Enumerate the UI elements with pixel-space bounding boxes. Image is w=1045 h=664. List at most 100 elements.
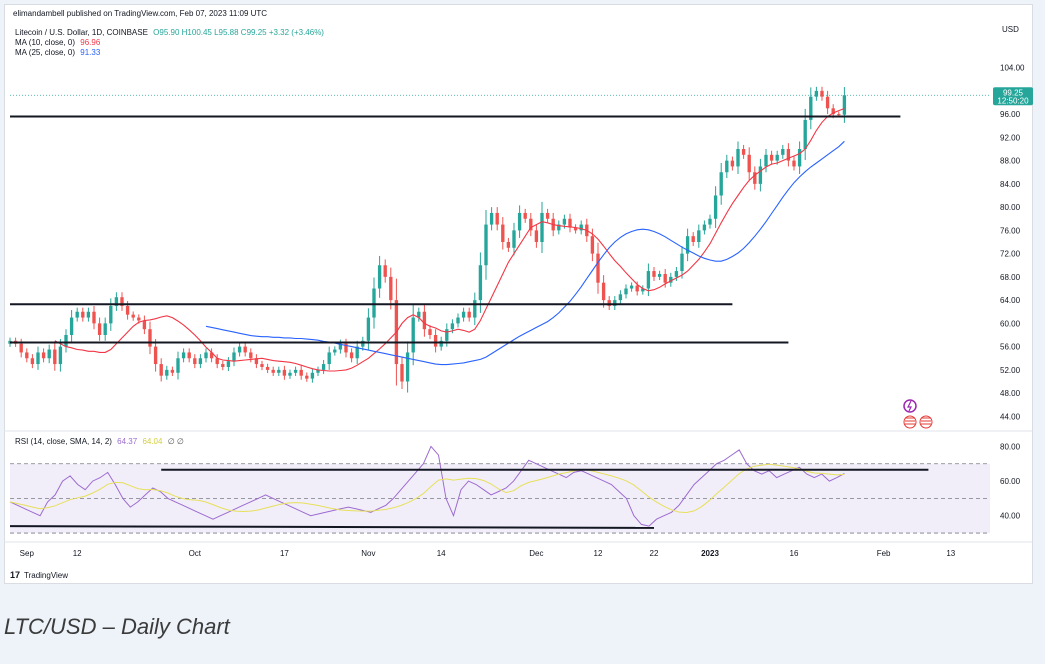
candle-body [837,114,841,116]
candle-body [669,276,673,283]
chart-caption: LTC/USD – Daily Chart [4,614,230,639]
price-tag-countdown: 12:50:20 [997,97,1029,106]
candle-body [713,195,718,219]
candle-body [557,224,561,231]
candle-body [170,369,175,373]
candle-body [613,300,617,306]
candle-body [685,236,690,254]
candle-body [663,273,667,283]
price-tick-label: 76.00 [1000,226,1021,235]
time-tick-label: Oct [189,549,202,558]
price-tick-label: 60.00 [1000,319,1021,328]
price-tag-value: 99.25 [1003,89,1024,98]
rsi-tick-label: 80.00 [1000,442,1021,451]
candle-body [377,265,382,289]
candle-body [165,369,169,376]
candle-body [53,349,57,365]
us-flag-event-icon [919,415,933,429]
candle-body [81,311,85,318]
candle-body [64,335,68,347]
rsi-sma-line [9,463,845,514]
candle-body [467,311,471,318]
candle-body [405,352,410,382]
candle-body [708,218,712,225]
chart-svg: 104.00100.0096.0092.0088.0084.0080.0076.… [4,25,1033,580]
candle-body [417,311,421,318]
candle-body [753,172,757,184]
candle-body [775,154,779,161]
candle-body [153,346,158,365]
candle-body [209,352,214,359]
candle-body [501,224,505,242]
candle-body [215,358,219,365]
candle-body [596,253,600,283]
candle-body [75,311,79,318]
candle-body [187,352,191,359]
candle-body [825,96,830,109]
ma25-label: MA (25, close, 0) [15,48,76,57]
candle-body [579,224,583,231]
chart-frame: elimandambell published on TradingView.c… [4,4,1033,584]
ohlc-values: O95.90 H100.45 L95.88 C99.25 +3.32 (+3.4… [153,28,324,37]
candle-body [803,119,807,149]
time-tick-label: Feb [877,549,891,558]
ma25-value: 91.33 [80,48,101,57]
candle-body [265,366,270,370]
candle-body [781,149,785,155]
time-tick-label: 12 [73,549,82,558]
candle-body [125,305,130,315]
us-flag-event-icon [903,415,917,429]
candle-body [540,212,544,242]
candle-body [534,230,539,242]
price-tick-label: 56.00 [1000,343,1021,352]
candle-body [226,361,231,367]
candle-body [657,273,662,277]
candle-body [601,282,606,301]
candle-body [293,369,298,373]
candle-body [25,352,29,359]
candle-body [590,236,595,254]
candle-body [758,166,763,184]
candle-body [277,369,281,373]
candle-body [523,212,527,219]
candle-body [646,271,651,289]
candle-body [461,311,466,318]
candle-body [131,314,135,318]
candle-body [624,288,628,295]
time-tick-label: 14 [437,549,446,558]
candle-body [607,300,611,306]
candle-body [506,242,511,248]
candle-body [338,343,343,350]
candle-body [254,358,259,365]
candle-body [411,317,415,353]
time-tick-label: Nov [361,549,375,558]
candle-body [814,90,819,97]
time-tick-label: 13 [946,549,955,558]
rsi-value: 64.37 [117,437,138,446]
candle-body [321,364,326,370]
time-tick-label: 2023 [701,549,719,558]
candle-body [327,352,331,365]
price-tick-label: 84.00 [1000,180,1021,189]
candle-body [97,323,102,335]
candle-body [702,224,707,231]
candle-body [484,224,488,266]
rsi-line [9,445,845,527]
candle-body [181,352,186,359]
candle-body [730,160,735,167]
candle-body [92,311,96,324]
candle-body [529,218,533,231]
candle-body [562,218,567,225]
candle-body [103,323,107,335]
candle-body [450,323,455,330]
candle-body [344,343,348,353]
candle-body [764,154,768,167]
candle-body [30,358,35,365]
candle-body [820,90,824,97]
candle-body [439,340,443,347]
symbol-line: Litecoin / U.S. Dollar, 1D, COINBASE [15,28,148,37]
time-tick-label: 12 [594,549,603,558]
price-tick-label: 80.00 [1000,203,1021,212]
rsi-tick-label: 60.00 [1000,477,1021,486]
candle-body [288,372,292,376]
